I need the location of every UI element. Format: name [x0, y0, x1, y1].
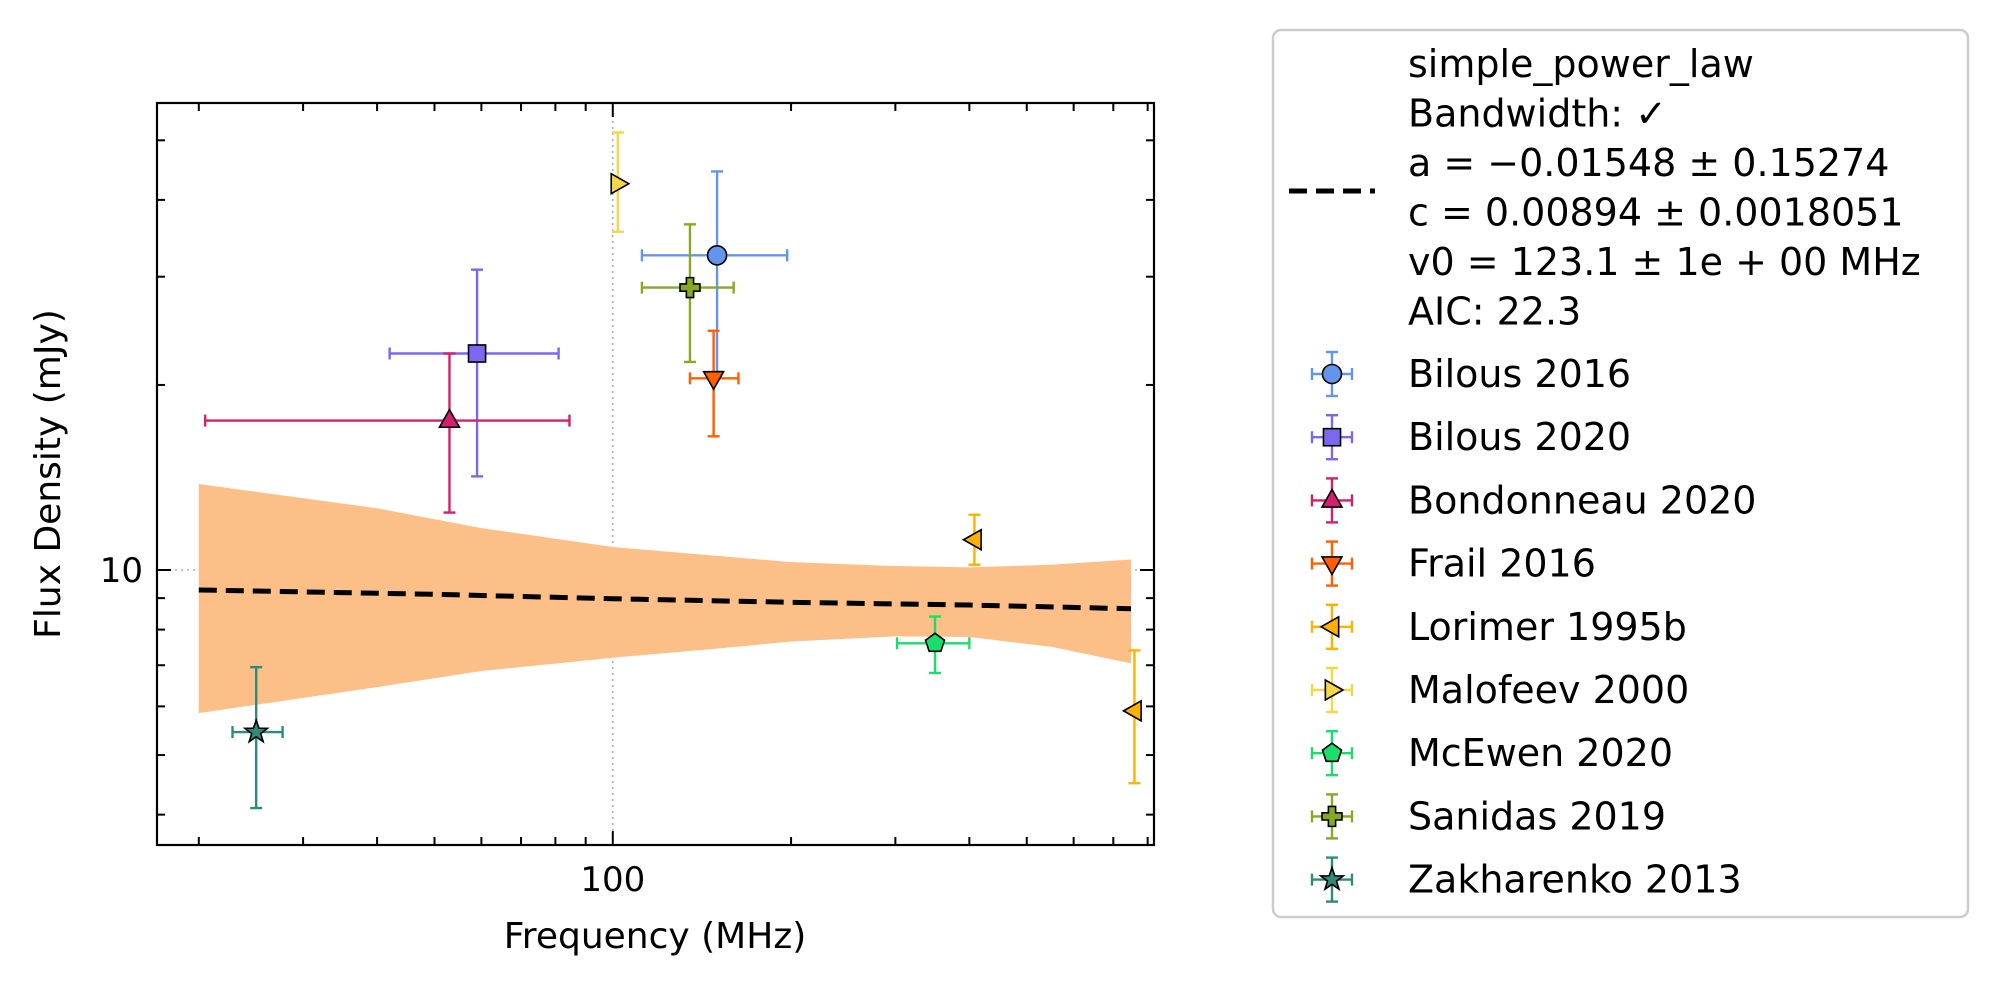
data-point	[467, 344, 487, 363]
legend-label: Bilous 2020	[1408, 415, 1631, 459]
data-point	[438, 408, 461, 429]
legend-entry[interactable]: Bilous 2020	[1310, 414, 1631, 461]
legend-model-text: simple_power_law	[1408, 42, 1754, 86]
legend-entry[interactable]: Frail 2016	[1310, 540, 1596, 587]
axes: 100 10	[100, 101, 1156, 900]
legend-label: Bilous 2016	[1408, 352, 1631, 396]
series-sanidas-2019	[640, 223, 735, 364]
legend-model-text: v0 = 123.1 ± 1e + 00 MHz	[1408, 240, 1921, 284]
series-mcewen-2020	[895, 615, 971, 675]
legend-label: Frail 2016	[1408, 542, 1596, 586]
legend-marker	[1319, 615, 1340, 639]
plot-area	[157, 103, 1154, 845]
legend-marker	[1321, 363, 1343, 385]
data-point	[961, 528, 982, 552]
data-point	[679, 276, 701, 299]
legend-entry[interactable]: Sanidas 2019	[1310, 793, 1666, 840]
legend-label: Bondonneau 2020	[1408, 478, 1756, 522]
legend-entry[interactable]: Malofeev 2000	[1310, 666, 1689, 714]
legend-label: Lorimer 1995b	[1408, 605, 1687, 649]
legend-label: Zakharenko 2013	[1408, 858, 1742, 902]
fit-line	[198, 587, 1132, 612]
series-zakharenko-2013	[231, 665, 284, 810]
legend-entry[interactable]: Zakharenko 2013	[1310, 856, 1742, 903]
data-point	[1121, 699, 1142, 723]
legend-marker	[1321, 805, 1343, 828]
legend-marker	[1320, 556, 1344, 577]
legend-entry[interactable]: McEwen 2020	[1310, 730, 1673, 777]
x-tick-label: 100	[580, 860, 645, 900]
legend-model-text: AIC: 22.3	[1408, 290, 1581, 334]
legend-box	[1271, 28, 1970, 919]
y-axis-label: Flux Density (mJy)	[28, 309, 69, 639]
series-bilous-2016	[640, 170, 789, 374]
legend-marker	[1322, 427, 1342, 447]
plot-clip-group	[157, 103, 1154, 845]
legend-model-text: a = −0.01548 ± 0.15274	[1408, 141, 1889, 185]
legend-marker	[1324, 678, 1345, 702]
series-lorimer-1995b	[961, 513, 1142, 785]
axes-frame	[155, 101, 1156, 847]
legend-marker	[1321, 742, 1343, 763]
data-point	[924, 632, 946, 653]
data-point	[706, 245, 728, 266]
series-bondonneau-2020	[203, 352, 571, 514]
y-tick-label: 10	[100, 551, 143, 591]
legend-label: Sanidas 2019	[1408, 794, 1666, 838]
series-frail-2016	[688, 329, 740, 438]
data-point	[610, 172, 631, 196]
legend-label: Malofeev 2000	[1408, 668, 1689, 712]
legend[interactable]: simple_power_law Bandwidth: ✓ a = −0.01548…	[1271, 28, 1970, 919]
data-point	[702, 370, 725, 391]
legend-label: McEwen 2020	[1408, 731, 1673, 775]
legend-marker	[1318, 865, 1346, 892]
legend-entry[interactable]: Bilous 2016	[1310, 350, 1631, 398]
series-malofeev-2000	[610, 131, 631, 233]
legend-marker	[1320, 487, 1344, 508]
legend-model-text: Bandwidth: ✓	[1408, 92, 1667, 136]
legend-entry[interactable]: Bondonneau 2020	[1310, 477, 1756, 524]
legend-model-text: c = 0.00894 ± 0.0018051	[1408, 191, 1904, 235]
x-axis-label: Frequency (MHz)	[504, 916, 807, 957]
series-bilous-2020	[388, 268, 560, 478]
data-point	[242, 717, 270, 744]
legend-entry[interactable]: Lorimer 1995b	[1310, 603, 1687, 650]
